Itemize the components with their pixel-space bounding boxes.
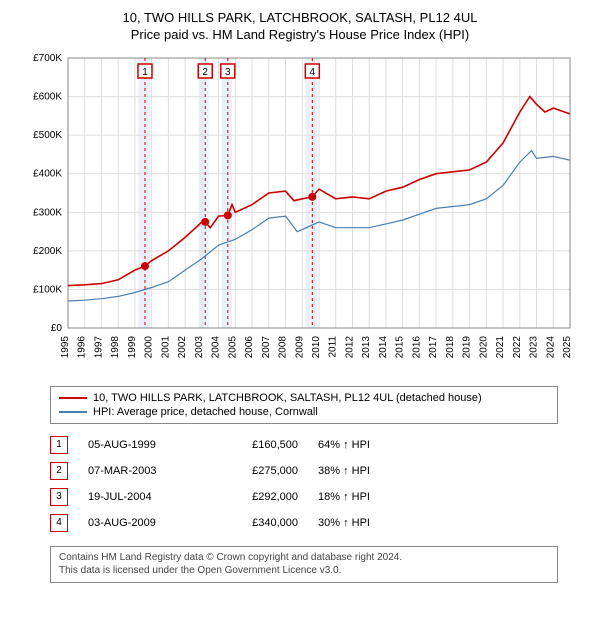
svg-text:2013: 2013 (361, 335, 372, 358)
event-date: 05-AUG-1999 (88, 439, 198, 451)
attribution-footer: Contains HM Land Registry data © Crown c… (50, 546, 558, 583)
svg-text:£600K: £600K (33, 91, 62, 102)
svg-text:£700K: £700K (33, 53, 62, 64)
event-marker: 2 (50, 462, 68, 480)
price-chart: £0 £100K £200K £300K £400K £500K £600K £700K 199… (20, 48, 580, 378)
svg-text:2018: 2018 (445, 335, 456, 358)
svg-text:2017: 2017 (428, 335, 439, 358)
svg-text:2008: 2008 (278, 335, 289, 358)
svg-text:1996: 1996 (77, 335, 88, 358)
footer-line1: Contains HM Land Registry data © Crown c… (59, 551, 549, 565)
event-price: £292,000 (218, 491, 298, 503)
svg-text:2011: 2011 (328, 335, 339, 357)
svg-text:1: 1 (142, 67, 148, 78)
svg-text:2016: 2016 (411, 335, 422, 358)
svg-text:2019: 2019 (462, 335, 473, 358)
svg-text:3: 3 (225, 67, 231, 78)
events-table: 1 05-AUG-1999 £160,500 64% ↑ HPI 2 07-MAR-200… (50, 432, 590, 536)
legend-row: HPI: Average price, detached house, Corn… (59, 405, 549, 419)
svg-text:2002: 2002 (177, 335, 188, 358)
event-price: £275,000 (218, 465, 298, 477)
chart-title-block: 10, TWO HILLS PARK, LATCHBROOK, SALTASH,… (10, 10, 590, 44)
legend-swatch (59, 411, 87, 413)
svg-text:2010: 2010 (311, 335, 322, 358)
event-hpi: 64% ↑ HPI (318, 439, 370, 451)
svg-text:1999: 1999 (127, 335, 138, 358)
svg-text:2015: 2015 (395, 335, 406, 358)
event-hpi: 30% ↑ HPI (318, 517, 370, 529)
svg-text:2025: 2025 (562, 335, 573, 358)
svg-text:2020: 2020 (478, 335, 489, 358)
event-row: 4 03-AUG-2009 £340,000 30% ↑ HPI (50, 510, 590, 536)
svg-text:2009: 2009 (294, 335, 305, 358)
svg-text:2005: 2005 (227, 335, 238, 358)
svg-text:2014: 2014 (378, 335, 389, 358)
legend-label: 10, TWO HILLS PARK, LATCHBROOK, SALTASH,… (93, 392, 482, 404)
event-row: 1 05-AUG-1999 £160,500 64% ↑ HPI (50, 432, 590, 458)
event-marker: 1 (50, 436, 68, 454)
legend-row: 10, TWO HILLS PARK, LATCHBROOK, SALTASH,… (59, 391, 549, 405)
svg-text:1995: 1995 (60, 335, 71, 358)
event-row: 3 19-JUL-2004 £292,000 18% ↑ HPI (50, 484, 590, 510)
event-hpi: 18% ↑ HPI (318, 491, 370, 503)
svg-text:2004: 2004 (211, 335, 222, 358)
svg-text:2022: 2022 (512, 335, 523, 358)
svg-text:2023: 2023 (529, 335, 540, 358)
legend-label: HPI: Average price, detached house, Corn… (93, 406, 318, 418)
svg-text:2001: 2001 (160, 335, 171, 358)
chart-title-line2: Price paid vs. HM Land Registry's House … (10, 27, 590, 44)
legend-swatch (59, 397, 87, 399)
legend: 10, TWO HILLS PARK, LATCHBROOK, SALTASH,… (50, 386, 558, 424)
svg-text:2012: 2012 (344, 335, 355, 358)
chart-title-line1: 10, TWO HILLS PARK, LATCHBROOK, SALTASH,… (10, 10, 590, 27)
svg-text:2006: 2006 (244, 335, 255, 358)
svg-text:4: 4 (310, 67, 316, 78)
svg-text:£500K: £500K (33, 130, 62, 141)
event-price: £340,000 (218, 517, 298, 529)
event-date: 03-AUG-2009 (88, 517, 198, 529)
svg-text:1998: 1998 (110, 335, 121, 358)
svg-text:£0: £0 (51, 323, 63, 334)
svg-text:2000: 2000 (144, 335, 155, 358)
event-marker: 4 (50, 514, 68, 532)
event-date: 07-MAR-2003 (88, 465, 198, 477)
svg-text:2024: 2024 (545, 335, 556, 358)
svg-text:£300K: £300K (33, 207, 62, 218)
svg-text:2021: 2021 (495, 335, 506, 358)
chart-container: £0 £100K £200K £300K £400K £500K £600K £700K 199… (20, 48, 580, 378)
event-marker: 3 (50, 488, 68, 506)
svg-text:£100K: £100K (33, 284, 62, 295)
svg-text:2003: 2003 (194, 335, 205, 358)
svg-text:£400K: £400K (33, 168, 62, 179)
event-date: 19-JUL-2004 (88, 491, 198, 503)
svg-text:2: 2 (202, 67, 208, 78)
event-price: £160,500 (218, 439, 298, 451)
event-row: 2 07-MAR-2003 £275,000 38% ↑ HPI (50, 458, 590, 484)
svg-text:2007: 2007 (261, 335, 272, 358)
footer-line2: This data is licensed under the Open Gov… (59, 564, 549, 578)
svg-text:£200K: £200K (33, 246, 62, 257)
event-hpi: 38% ↑ HPI (318, 465, 370, 477)
svg-text:1997: 1997 (93, 335, 104, 358)
